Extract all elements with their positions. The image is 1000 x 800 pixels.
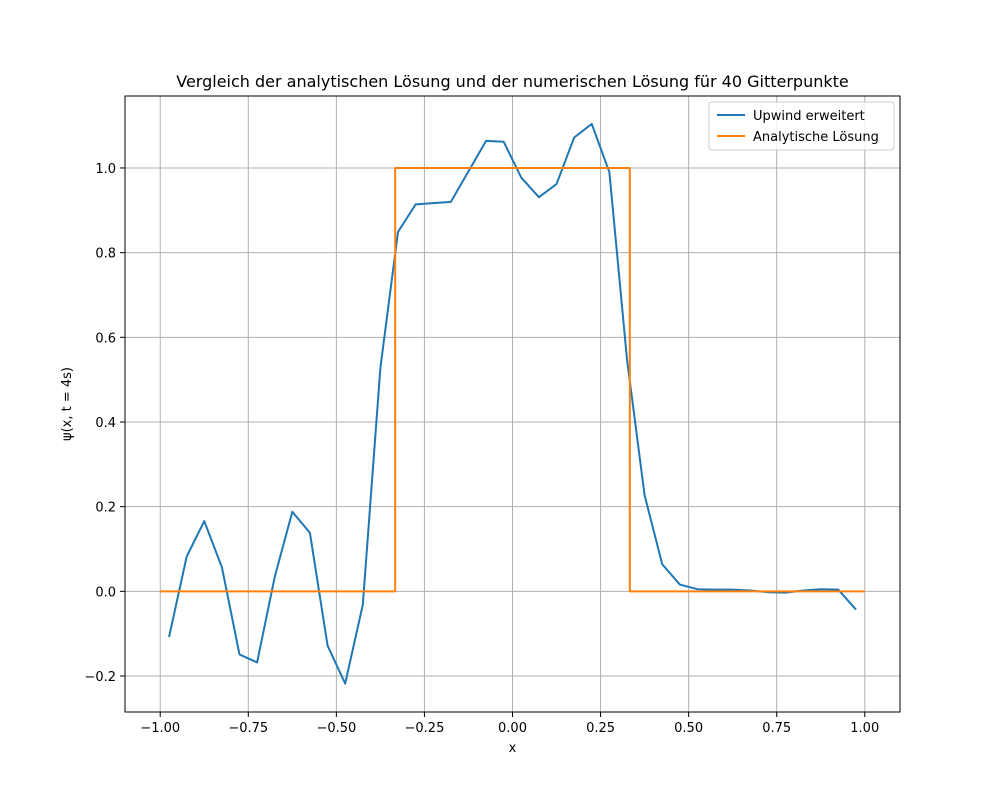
y-tick-label: 0.8 (95, 247, 116, 262)
x-tick-label: −0.50 (316, 721, 356, 736)
x-tick-label: 0.00 (498, 721, 527, 736)
x-tick-label: 0.50 (674, 721, 703, 736)
y-tick-label: −0.2 (84, 670, 116, 685)
x-tick-label: 1.00 (850, 721, 879, 736)
x-tick-label: −0.25 (405, 721, 445, 736)
analytic-series-line (160, 166, 865, 593)
x-tick-label: 0.75 (762, 721, 791, 736)
y-axis-label: ψ(x, t = 4s) (60, 367, 75, 441)
y-tick-label: 0.4 (95, 416, 116, 431)
y-tick-label: 0.6 (95, 331, 116, 346)
series-layer (160, 122, 865, 685)
chart-title: Vergleich der analytischen Lösung und de… (176, 72, 849, 91)
legend-box (708, 101, 895, 151)
legend: Upwind erweitert Analytische Lösung (708, 101, 895, 151)
x-tick-label: 0.25 (586, 721, 615, 736)
legend-item-upwind: Upwind erweitert (753, 109, 865, 124)
y-tick-label: 0.2 (95, 501, 116, 516)
y-tick-label: 1.0 (95, 162, 116, 177)
x-tick-label: −0.75 (228, 721, 268, 736)
x-axis-label: x (509, 741, 517, 756)
ticks: −1.00 −0.75 −0.50 −0.25 0.00 0.25 0.50 0.75 1.00… (84, 162, 879, 736)
legend-item-analytic: Analytische Lösung (753, 130, 879, 145)
y-tick-label: 0.0 (95, 585, 116, 600)
x-tick-label: −1.00 (140, 721, 180, 736)
upwind-series-line (168, 122, 857, 685)
